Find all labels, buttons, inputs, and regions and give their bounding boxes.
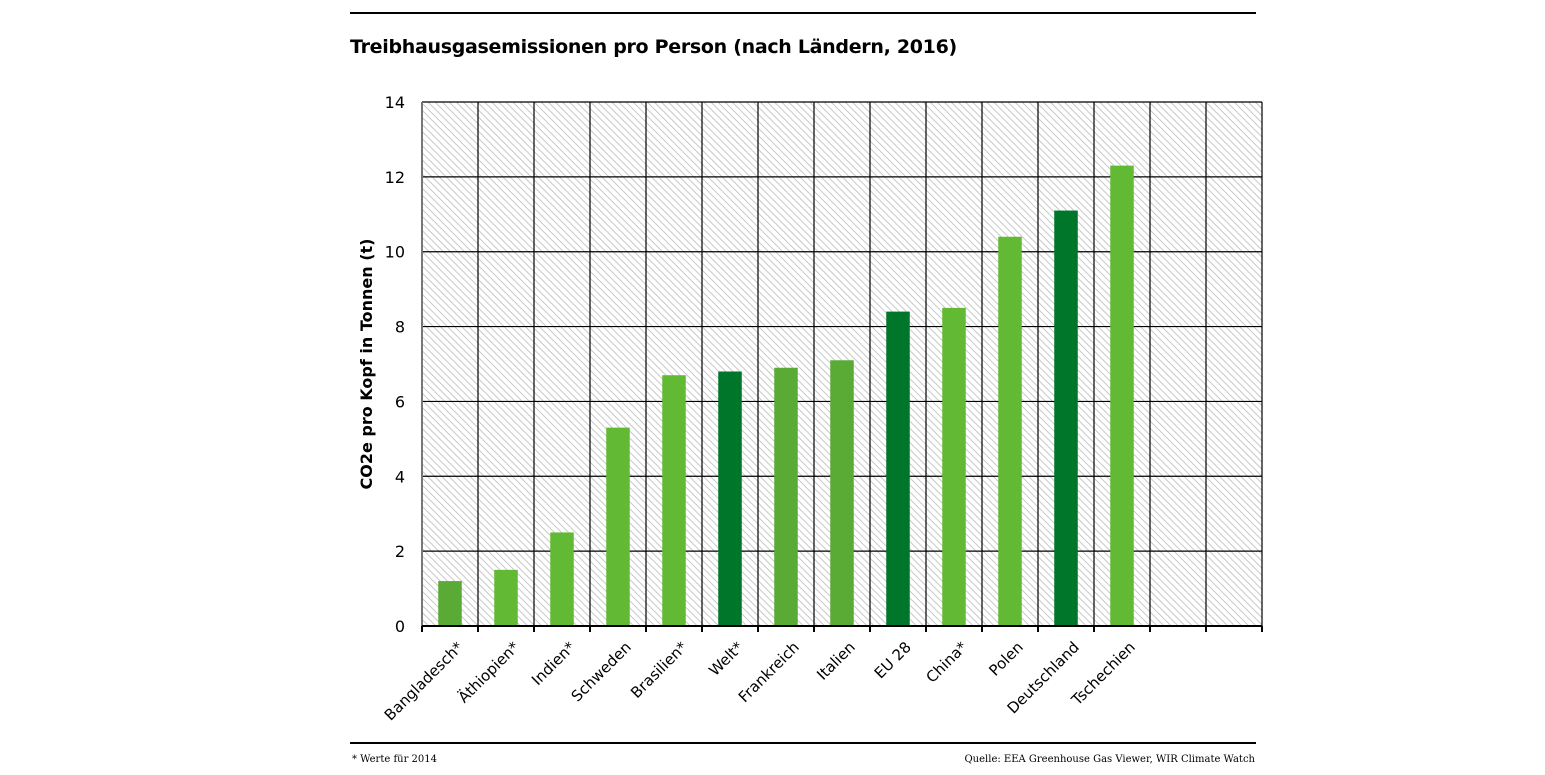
- y-tick-labels: 0 2 4 6 8 10 12 14: [385, 93, 405, 636]
- y-tick-label: 10: [385, 243, 405, 262]
- y-tick-label: 0: [395, 617, 405, 636]
- bar-deutschland: [1054, 210, 1078, 627]
- bottom-rule: [350, 742, 1256, 744]
- y-tick-label: 12: [385, 168, 405, 187]
- x-tick-label: Welt*: [705, 638, 747, 680]
- y-tick-label: 2: [395, 542, 405, 561]
- x-tick-label: Italien: [813, 638, 859, 684]
- top-rule: [350, 12, 1256, 14]
- x-tick-label: Bangladesch*: [381, 638, 467, 724]
- y-tick-label: 6: [395, 392, 405, 411]
- x-tick-label: Frankreich: [735, 638, 803, 706]
- bar-eu-28: [886, 311, 910, 626]
- x-tick-label: Äthiopien*: [454, 637, 523, 706]
- bar-indien: [550, 532, 574, 626]
- bars: [438, 165, 1134, 627]
- y-tick-label: 14: [385, 93, 405, 112]
- x-tick-label: Schweden: [568, 638, 635, 705]
- x-tick-label: EU 28: [871, 638, 915, 682]
- x-tick-label: Polen: [985, 638, 1026, 679]
- bar-bangladesch: [438, 581, 462, 626]
- bar-polen: [998, 236, 1022, 626]
- bar-brasilien: [662, 375, 686, 626]
- axes: [421, 625, 1263, 632]
- y-axis-label: CO2e pro Kopf in Tonnen (t): [357, 239, 376, 490]
- bar-frankreich: [774, 367, 798, 626]
- x-tick-labels: Bangladesch*Äthiopien* Indien*SchwedenBra…: [381, 637, 1139, 724]
- source-note: Quelle: EEA Greenhouse Gas Viewer, WIR C…: [964, 754, 1255, 765]
- y-tick-label: 8: [395, 318, 405, 337]
- chart-title: Treibhausgasemissionen pro Person (nach …: [350, 36, 957, 58]
- bar-china: [942, 307, 966, 626]
- bar-tschechien: [1110, 165, 1134, 626]
- x-tick-label: Brasilien*: [627, 638, 691, 702]
- x-tick-label: China*: [922, 638, 971, 687]
- x-tick-label: Indien*: [528, 638, 579, 689]
- footnote: * Werte für 2014: [352, 754, 438, 765]
- bar-äthiopien: [494, 569, 518, 626]
- bar-schweden: [606, 427, 630, 626]
- bar-italien: [830, 360, 854, 626]
- bar-welt: [718, 371, 742, 626]
- y-tick-label: 4: [395, 467, 405, 486]
